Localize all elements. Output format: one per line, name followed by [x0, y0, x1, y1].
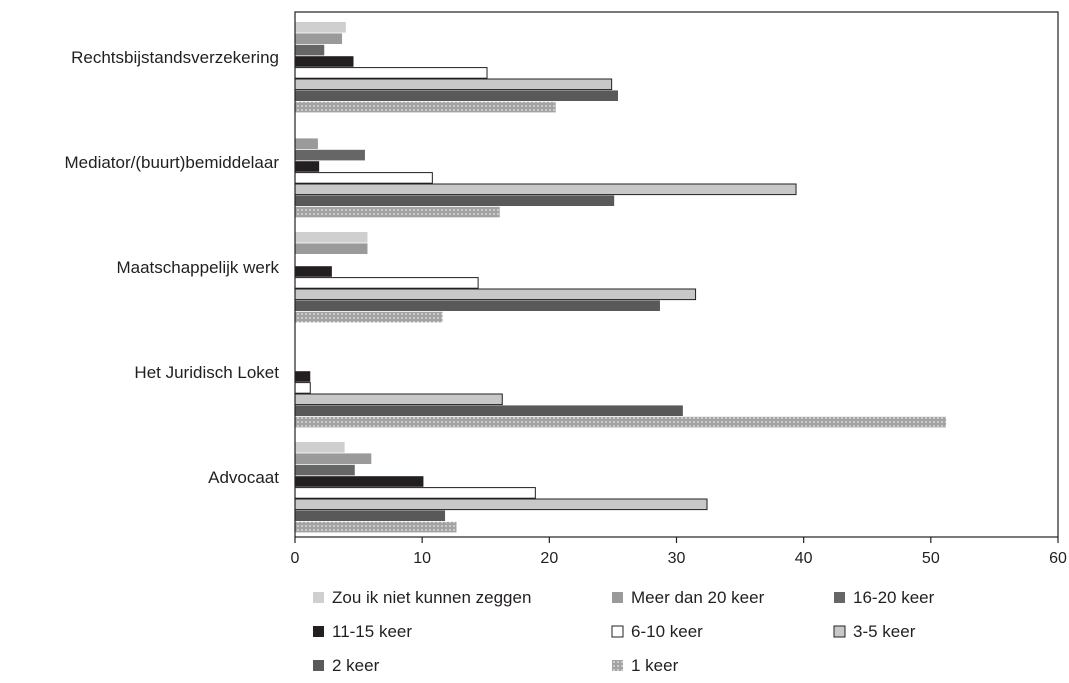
bar-mediator-buurt-bemiddelaar-6-10-keer	[294, 172, 433, 184]
bar-advocaat-11-15-keer	[295, 476, 424, 487]
legend-swatch-16-20-keer	[834, 592, 845, 603]
category-label: Rechtsbijstandsverzekering	[71, 48, 279, 67]
bar-maatschappelijk-werk-zou-ik-niet-kunnen-zeggen	[295, 232, 368, 243]
legend-label: 6-10 keer	[631, 622, 703, 641]
bar-mediator-buurt-bemiddelaar-2-keer	[295, 195, 615, 206]
bar-rechtsbijstandsverzekering-11-15-keer	[295, 56, 354, 67]
legend-label: 11-15 keer	[332, 622, 412, 641]
bar-rechtsbijstandsverzekering-16-20-keer	[295, 44, 325, 56]
bar-mediator-buurt-bemiddelaar-1-keer	[295, 206, 500, 218]
bar-advocaat-1-keer	[295, 521, 457, 533]
legend-label: Zou ik niet kunnen zeggen	[332, 588, 531, 607]
legend-label: 1 keer	[631, 656, 679, 675]
bar-advocaat-zou-ik-niet-kunnen-zeggen	[295, 442, 345, 453]
bar-rechtsbijstandsverzekering-1-keer	[295, 101, 556, 113]
x-tick-label: 40	[795, 550, 813, 567]
bar-het-juridisch-loket-11-15-keer	[295, 371, 311, 382]
bar-maatschappelijk-werk-meer-dan-20-keer	[295, 243, 368, 254]
bar-maatschappelijk-werk-1-keer	[295, 311, 443, 323]
category-label: Advocaat	[208, 468, 279, 487]
legend-swatch-zou-ik-niet-kunnen-zeggen	[313, 592, 324, 603]
bar-maatschappelijk-werk-6-10-keer	[294, 277, 479, 289]
bars-group	[294, 22, 947, 533]
legend-swatch-11-15-keer	[313, 626, 324, 637]
bar-advocaat-meer-dan-20-keer	[295, 453, 372, 464]
bar-rechtsbijstandsverzekering-zou-ik-niet-kunnen-zeggen	[295, 22, 346, 33]
bar-rechtsbijstandsverzekering-6-10-keer	[294, 67, 488, 79]
bar-advocaat-16-20-keer	[295, 464, 355, 476]
legend-label: 2 keer	[332, 656, 380, 675]
legend: Zou ik niet kunnen zeggen Meer dan 20 kee…	[313, 588, 935, 675]
legend-label: 16-20 keer	[853, 588, 935, 607]
category-labels: Rechtsbijstandsverzekering Mediator/(buur…	[65, 48, 280, 487]
bar-mediator-buurt-bemiddelaar-meer-dan-20-keer	[295, 138, 318, 149]
x-tick-label: 60	[1049, 550, 1067, 567]
bar-rechtsbijstandsverzekering-2-keer	[295, 90, 619, 101]
x-tick-label: 50	[922, 550, 940, 567]
bar-mediator-buurt-bemiddelaar-11-15-keer	[295, 161, 320, 172]
bar-advocaat-3-5-keer	[294, 498, 708, 511]
bar-het-juridisch-loket-1-keer	[295, 416, 947, 428]
bar-het-juridisch-loket-3-5-keer	[294, 393, 503, 406]
legend-label: 3-5 keer	[853, 622, 916, 641]
bar-maatschappelijk-werk-11-15-keer	[295, 266, 332, 277]
x-axis: 0 10 20 30 40 50 60	[291, 537, 1067, 567]
legend-swatch-1-keer	[612, 660, 623, 671]
legend-swatch-3-5-keer	[833, 625, 846, 638]
bar-mediator-buurt-bemiddelaar-3-5-keer	[294, 183, 797, 196]
category-label: Mediator/(buurt)bemiddelaar	[65, 153, 280, 172]
category-label: Maatschappelijk werk	[116, 258, 279, 277]
x-tick-label: 0	[291, 550, 300, 567]
category-label: Het Juridisch Loket	[134, 363, 279, 382]
bar-rechtsbijstandsverzekering-meer-dan-20-keer	[295, 33, 343, 44]
x-tick-label: 20	[540, 550, 558, 567]
bar-het-juridisch-loket-2-keer	[295, 405, 683, 416]
x-tick-label: 30	[668, 550, 686, 567]
legend-label: Meer dan 20 keer	[631, 588, 765, 607]
bar-het-juridisch-loket-6-10-keer	[294, 382, 311, 394]
bar-mediator-buurt-bemiddelaar-16-20-keer	[295, 149, 365, 161]
legend-swatch-6-10-keer	[611, 625, 624, 638]
legend-swatch-2-keer	[313, 660, 324, 671]
bar-maatschappelijk-werk-2-keer	[295, 300, 660, 311]
bar-maatschappelijk-werk-3-5-keer	[294, 288, 697, 301]
bar-advocaat-2-keer	[295, 510, 446, 521]
bar-advocaat-6-10-keer	[294, 487, 536, 499]
legend-swatch-meer-dan-20-keer	[612, 592, 623, 603]
x-tick-label: 10	[413, 550, 431, 567]
bar-rechtsbijstandsverzekering-3-5-keer	[294, 78, 613, 91]
